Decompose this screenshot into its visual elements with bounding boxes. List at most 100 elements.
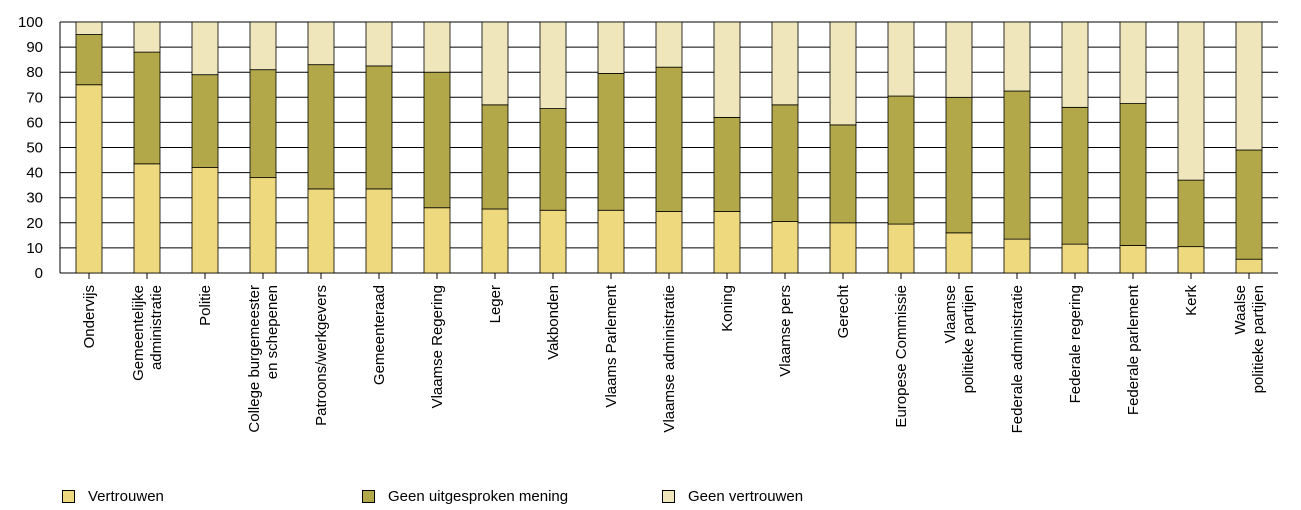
x-tick-label-line: Politie <box>197 285 214 326</box>
bar-vlaamse-politieke-partijen-geen-vertrouwen <box>945 21 973 98</box>
bar-kerk-geen-uitgesproken-mening <box>1177 179 1205 248</box>
legend: Vertrouwen Geen uitgesproken mening Geen… <box>0 488 1301 508</box>
bar-politie-vertrouwen <box>191 167 219 274</box>
bar-federale-administratie-geen-uitgesproken-mening <box>1003 90 1031 240</box>
x-tick-label-line: Federale regering <box>1067 285 1084 403</box>
y-tick-label-70: 70 <box>26 89 43 106</box>
legend-label-vertrouwen: Vertrouwen <box>88 488 164 505</box>
x-tick-label-vlaams-parlement: Vlaams Parlement <box>603 284 620 407</box>
bar-college-burgemeester-en-schepenen-geen-vertrouwen <box>249 21 277 71</box>
bar-politie-geen-vertrouwen <box>191 21 219 76</box>
bar-gerecht-vertrouwen <box>829 222 857 274</box>
bar-waalse-politieke-partijen-vertrouwen <box>1235 258 1263 274</box>
x-tick-label-line: Waalse <box>1232 285 1249 334</box>
bar-patroons-werkgevers-geen-uitgesproken-mening <box>307 64 335 190</box>
legend-item-vertrouwen: Vertrouwen <box>62 488 164 505</box>
y-tick-label-30: 30 <box>26 190 43 207</box>
bar-koning-vertrouwen <box>713 211 741 274</box>
bar-vlaamse-pers-geen-uitgesproken-mening <box>771 104 799 222</box>
legend-item-geen-vertrouwen: Geen vertrouwen <box>662 488 803 505</box>
bar-koning-geen-vertrouwen <box>713 21 741 118</box>
x-tick-label-line: College burgemeester <box>246 285 263 433</box>
x-tick-label-line: Gemeentelijke <box>130 285 147 381</box>
bar-waalse-politieke-partijen-geen-uitgesproken-mening <box>1235 149 1263 260</box>
bar-vlaamse-regering-vertrouwen <box>423 207 451 274</box>
x-tick-label-line: Gerecht <box>835 284 852 338</box>
x-tick-label-kerk: Kerk <box>1183 285 1200 316</box>
bar-vlaamse-pers-vertrouwen <box>771 221 799 274</box>
y-tick-label-50: 50 <box>26 140 43 157</box>
x-tick-label-line: politieke partijen <box>1250 285 1267 393</box>
bar-ondervijs-vertrouwen <box>75 84 103 274</box>
x-tick-label-waalse-politieke-partijen: Waalsepolitieke partijen <box>1232 285 1267 393</box>
bar-kerk-vertrouwen <box>1177 246 1205 274</box>
x-tick-label-line: Kerk <box>1183 285 1200 316</box>
bar-federale-parlement-geen-uitgesproken-mening <box>1119 103 1147 246</box>
x-tick-label-line: Vlaamse pers <box>777 285 794 377</box>
bar-waalse-politieke-partijen-geen-vertrouwen <box>1235 21 1263 151</box>
x-tick-label-vlaamse-regering: Vlaamse Regering <box>429 285 446 408</box>
bar-europese-commissie-vertrouwen <box>887 223 915 274</box>
bar-vakbonden-geen-uitgesproken-mening <box>539 108 567 211</box>
bar-kerk-geen-vertrouwen <box>1177 21 1205 181</box>
bar-vlaamse-administratie-geen-uitgesproken-mening <box>655 66 683 212</box>
bar-koning-geen-uitgesproken-mening <box>713 116 741 212</box>
x-tick-label-vlaamse-administratie: Vlaamse administratie <box>661 285 678 433</box>
x-tick-label-line: administratie <box>148 285 165 370</box>
x-tick-label-politie: Politie <box>197 285 214 326</box>
bar-politie-geen-uitgesproken-mening <box>191 74 219 168</box>
x-tick-label-vlaamse-politieke-partijen: Vlaamsepolitieke partijen <box>942 285 977 393</box>
x-tick-label-federale-parlement: Federale parlement <box>1125 284 1142 415</box>
y-tick-label-0: 0 <box>35 265 43 282</box>
legend-swatch-geen-vertrouwen <box>662 490 675 503</box>
bar-leger-geen-vertrouwen <box>481 21 509 106</box>
bar-federale-parlement-geen-vertrouwen <box>1119 21 1147 104</box>
bar-patroons-werkgevers-geen-vertrouwen <box>307 21 335 66</box>
bar-gerecht-geen-uitgesproken-mening <box>829 124 857 224</box>
bar-gemeenteraad-vertrouwen <box>365 188 393 274</box>
legend-label-geen-vertrouwen: Geen vertrouwen <box>688 488 804 505</box>
bar-federale-administratie-vertrouwen <box>1003 238 1031 274</box>
x-tick-label-federale-administratie: Federale administratie <box>1009 285 1026 433</box>
y-tick-label-10: 10 <box>26 240 43 257</box>
x-tick-label-line: Leger <box>487 285 504 323</box>
bar-ondervijs-geen-uitgesproken-mening <box>75 34 103 86</box>
bar-federale-regering-vertrouwen <box>1061 243 1089 274</box>
x-tick-label-line: Koning <box>719 285 736 332</box>
x-tick-label-gerecht: Gerecht <box>835 284 852 338</box>
x-tick-label-line: Vlaamse administratie <box>661 285 678 433</box>
bar-gemeentelijke-administratie-vertrouwen <box>133 163 161 274</box>
x-tick-label-europese-commissie: Europese Commissie <box>893 285 910 428</box>
x-tick-label-college-burgemeester-en-schepenen: College burgemeesteren schepenen <box>246 285 281 433</box>
bar-vlaamse-pers-geen-vertrouwen <box>771 21 799 106</box>
bar-vlaamse-politieke-partijen-geen-uitgesproken-mening <box>945 96 973 234</box>
bar-vlaams-parlement-vertrouwen <box>597 209 625 274</box>
stacked-bar-chart: 0 10 20 30 40 50 60 70 80 90 100 Ondervijs Gemeentel… <box>18 14 1278 433</box>
x-tick-label-line: politieke partijen <box>960 285 977 393</box>
bar-vlaamse-politieke-partijen-vertrouwen <box>945 232 973 274</box>
chart-area: 0 10 20 30 40 50 60 70 80 90 100 Ondervijs Gemeentel… <box>18 14 1278 433</box>
x-tick-label-line: Vakbonden <box>545 285 562 360</box>
x-tick-label-gemeenteraad: Gemeenteraad <box>371 285 388 385</box>
x-tick-label-gemeentelijke-administratie: Gemeentelijkeadministratie <box>130 285 165 381</box>
x-tick-label-koning: Koning <box>719 285 736 332</box>
x-tick-label-line: Vlaamse Regering <box>429 285 446 408</box>
legend-label-geen-uitgesproken-mening: Geen uitgesproken mening <box>388 488 569 505</box>
x-tick-label-line: Patroons/werkgevers <box>313 285 330 426</box>
bar-ondervijs-geen-vertrouwen <box>75 21 103 35</box>
bar-college-burgemeester-en-schepenen-vertrouwen <box>249 177 277 274</box>
bar-gerecht-geen-vertrouwen <box>829 21 857 126</box>
y-tick-label-80: 80 <box>26 64 43 81</box>
x-tick-label-line: Vlaamse <box>942 285 959 343</box>
bar-vlaamse-administratie-geen-vertrouwen <box>655 21 683 68</box>
y-tick-label-40: 40 <box>26 165 43 182</box>
legend-swatch-vertrouwen <box>62 490 75 503</box>
bar-federale-regering-geen-uitgesproken-mening <box>1061 106 1089 245</box>
x-tick-label-line: Vlaams Parlement <box>603 284 620 407</box>
x-tick-label-line: en schepenen <box>264 285 281 379</box>
bar-gemeenteraad-geen-vertrouwen <box>365 21 393 67</box>
bar-federale-administratie-geen-vertrouwen <box>1003 21 1031 92</box>
x-tick-label-vlaamse-pers: Vlaamse pers <box>777 285 794 377</box>
bar-europese-commissie-geen-vertrouwen <box>887 21 915 97</box>
bar-patroons-werkgevers-vertrouwen <box>307 188 335 274</box>
